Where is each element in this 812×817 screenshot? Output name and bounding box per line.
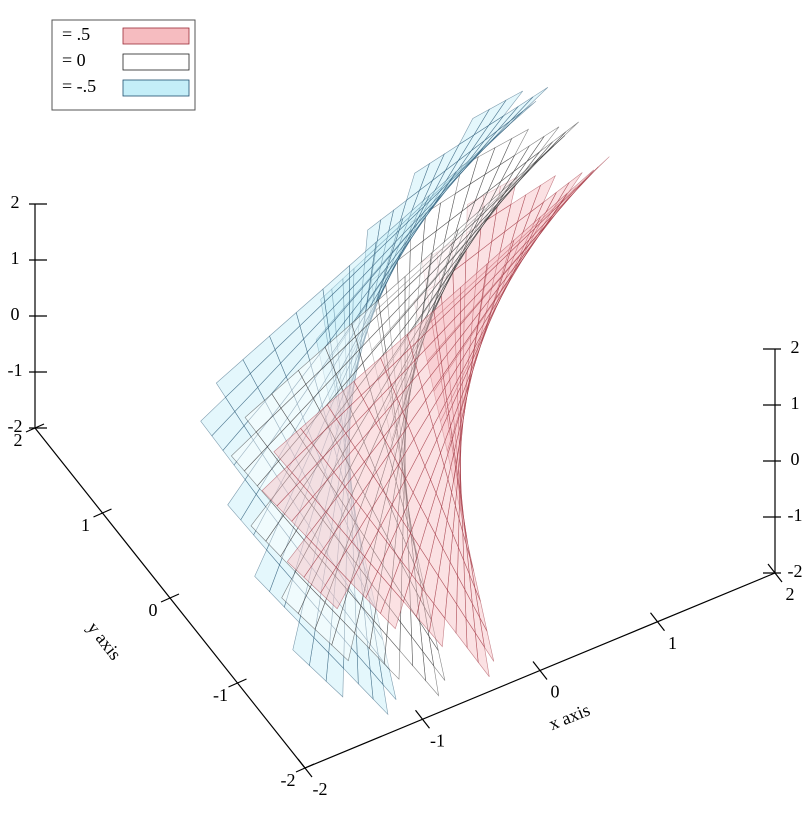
surface-cell: [378, 654, 397, 700]
y-tick-label: 0: [149, 600, 158, 620]
y-tick-label: 2: [14, 430, 23, 450]
surface-cell: [383, 634, 401, 680]
surface-cell: [244, 393, 282, 433]
surface-cell: [303, 551, 337, 594]
legend-swatch: [122, 53, 190, 71]
surface-cell: [297, 586, 326, 630]
legend-label: = .5: [62, 24, 90, 44]
x-tick-label: -2: [313, 779, 328, 799]
y-tick: [93, 508, 112, 518]
surface-cell: [215, 359, 251, 398]
legend: = .5 = 0 = -.5: [51, 19, 196, 111]
x-tick: [650, 612, 665, 632]
surface-cell: [227, 479, 257, 521]
legend-label: = 0: [62, 50, 86, 70]
surface-cell: [273, 427, 313, 468]
z-tick-label: -1: [8, 360, 23, 380]
legend-swatch: [122, 79, 190, 97]
z-tick-label: 0: [791, 449, 800, 469]
x-tick: [532, 661, 548, 680]
y-tick: [295, 763, 315, 773]
y-axis-label: y axis: [84, 618, 126, 664]
x-tick-label: 2: [786, 584, 795, 604]
surface-cell: [292, 621, 315, 667]
z-tick-label: -2: [788, 561, 803, 581]
x-axis-label: x axis: [546, 700, 593, 734]
x-tick-label: 0: [551, 682, 560, 702]
z-tick-label: -2: [8, 416, 23, 436]
x-tick-label: -1: [430, 730, 445, 750]
y-tick: [228, 678, 247, 688]
surface-cell: [269, 564, 293, 608]
z-tick-label: 2: [791, 337, 800, 357]
surface-cell: [250, 500, 284, 542]
y-tick-label: -1: [213, 685, 228, 705]
surface-cell: [509, 87, 549, 122]
legend-swatch: [122, 27, 190, 45]
z-tick-label: 2: [11, 192, 20, 212]
z-tick-label: 0: [11, 304, 20, 324]
surface-cell: [261, 466, 301, 507]
y-tick-label: 1: [81, 515, 90, 535]
x-tick-label: 1: [668, 633, 677, 653]
surface-cell: [350, 556, 378, 599]
y-tick: [160, 593, 180, 603]
z-tick-label: 1: [11, 248, 20, 268]
z-tick-label: 1: [791, 393, 800, 413]
z-tick-label: -1: [788, 505, 803, 525]
surface-cell: [200, 396, 236, 437]
surface-cell: [230, 431, 268, 472]
y-tick-label: -2: [281, 770, 296, 790]
x-tick: [415, 709, 430, 729]
surfaces: [200, 87, 610, 716]
legend-label: = -.5: [62, 76, 96, 96]
